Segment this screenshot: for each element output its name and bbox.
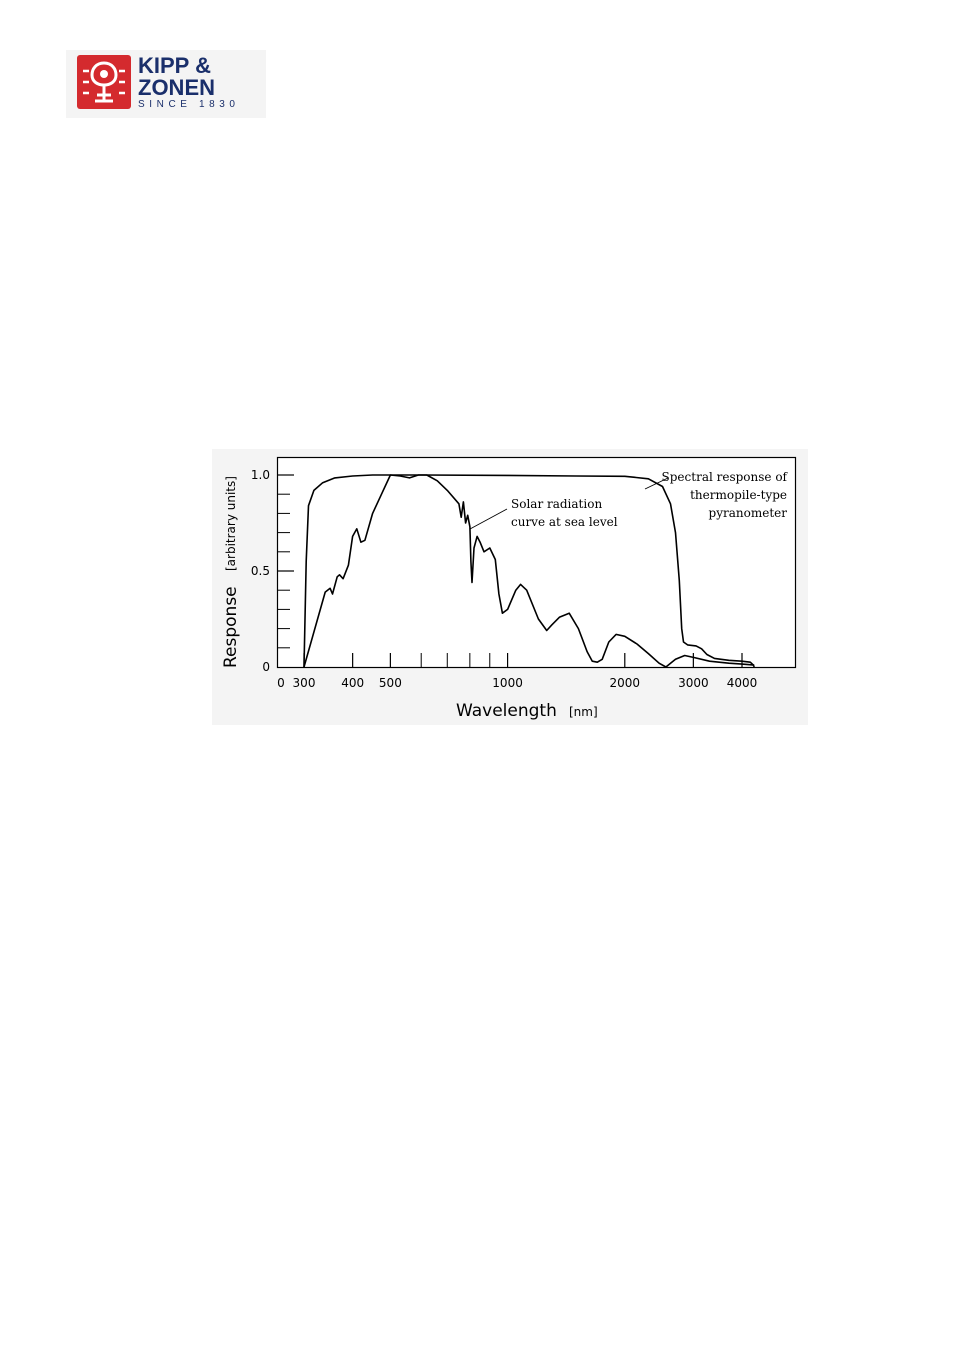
solar-curve — [303, 474, 755, 668]
pyranometer-annotation-leader — [644, 477, 669, 490]
y-tick-label: 0.5 — [251, 564, 270, 578]
logo-text-line2: ZONEN — [138, 75, 215, 100]
x-tick-label: 2000 — [610, 676, 641, 690]
x-axis-title: Wavelength — [456, 701, 557, 721]
x-tick-label: 4000 — [727, 676, 758, 690]
pyranometer-annotation-line3: pyranometer — [709, 506, 788, 520]
logo-since-text: SINCE 1830 — [138, 99, 240, 110]
series-layer — [303, 474, 755, 668]
y-axis-unit: [arbitrary units] — [224, 476, 238, 571]
solar-annotation-leader — [469, 508, 508, 530]
y-tick-label: 1.0 — [251, 468, 270, 482]
x-axis-ticks: 0 300 400 500 1000 2000 3000 4000 — [277, 653, 757, 690]
x-tick-label: 500 — [379, 676, 402, 690]
y-minor-ticks — [278, 493, 290, 649]
y-tick-label: 0 — [262, 660, 270, 674]
pyranometer-annotation-line2: thermopile-type — [690, 488, 787, 502]
plot-frame — [276, 456, 797, 669]
solar-annotation-line1: Solar radiation — [511, 497, 602, 511]
pyranometer-annotation-line1: Spectral response of — [662, 470, 789, 484]
kipp-zonen-logo: KIPP & ZONEN SINCE 1830 — [66, 50, 266, 118]
y-axis-ticks: 0 0.5 1.0 — [251, 468, 294, 674]
x-axis-unit: [nm] — [569, 705, 598, 719]
x-tick-label: 300 — [293, 676, 316, 690]
y-axis-title: Response — [221, 586, 241, 668]
x-tick-label: 0 — [277, 676, 285, 690]
pyranometer-curve — [303, 474, 755, 668]
kipp-zonen-emblem-icon — [77, 55, 131, 109]
spectral-response-figure: 0 0.5 1.0 0 300 400 500 1000 2000 3000 4000 Spect… — [212, 449, 808, 725]
x-tick-label: 400 — [341, 676, 364, 690]
logo-text-line1: KIPP & — [138, 53, 211, 78]
spectral-response-chart: 0 0.5 1.0 0 300 400 500 1000 2000 3000 4000 Spect… — [221, 456, 797, 721]
solar-annotation-line2: curve at sea level — [511, 515, 618, 529]
x-tick-label: 1000 — [492, 676, 523, 690]
x-tick-label: 3000 — [678, 676, 709, 690]
